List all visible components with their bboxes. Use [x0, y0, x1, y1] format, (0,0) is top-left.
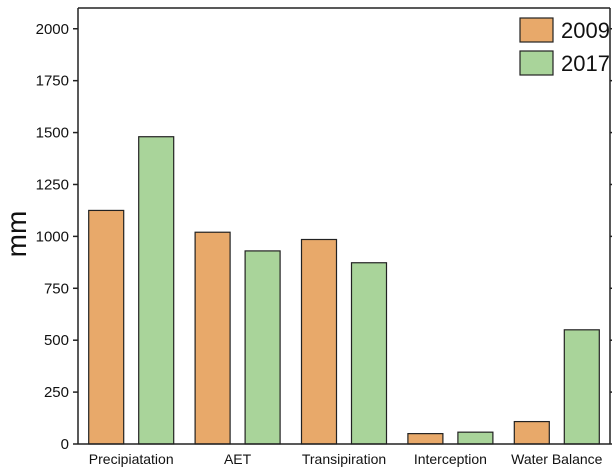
- bar-2017: [457, 431, 494, 445]
- legend-swatch-2009: [519, 17, 554, 43]
- bar-2009: [300, 238, 338, 445]
- bar-2017: [350, 262, 388, 445]
- legend: 2009 2017: [519, 17, 610, 76]
- bar-2017: [244, 250, 281, 445]
- bar-2009: [513, 420, 550, 445]
- y-tick-label: 250: [44, 384, 69, 401]
- y-ticks-layer: 0 250 500 750 1000 1250 1500 1750 2000: [36, 21, 612, 453]
- y-tick-label: 1250: [36, 176, 69, 193]
- y-tick-label: 1750: [36, 73, 69, 90]
- x-tick-label: AET: [224, 451, 252, 467]
- y-tick-label: 750: [44, 280, 69, 297]
- x-tick-label: Transipiration: [302, 451, 386, 467]
- bar-2017: [138, 136, 175, 445]
- legend-label-2017: 2017: [561, 51, 610, 76]
- bar-2009: [88, 209, 125, 445]
- y-tick-label: 1000: [36, 228, 69, 245]
- x-tick-label: Interception: [414, 451, 487, 467]
- y-axis-title: mm: [1, 211, 32, 258]
- y-tick-label: 1500: [36, 125, 69, 142]
- y-tick-label: 0: [61, 436, 69, 453]
- legend-swatch-2017: [519, 50, 554, 76]
- y-tick-label: 500: [44, 332, 69, 349]
- y-tick-label: 2000: [36, 21, 69, 38]
- bar-2017: [563, 329, 600, 445]
- x-labels-layer: Precipiatation AET Transipiration Intercept…: [89, 451, 603, 467]
- x-tick-label: Precipiatation: [89, 451, 174, 467]
- legend-label-2009: 2009: [561, 18, 610, 43]
- x-tick-label: Water Balance: [511, 451, 603, 467]
- bar-2009: [407, 433, 444, 445]
- bars-layer: [88, 136, 600, 445]
- bar-2009: [194, 231, 231, 445]
